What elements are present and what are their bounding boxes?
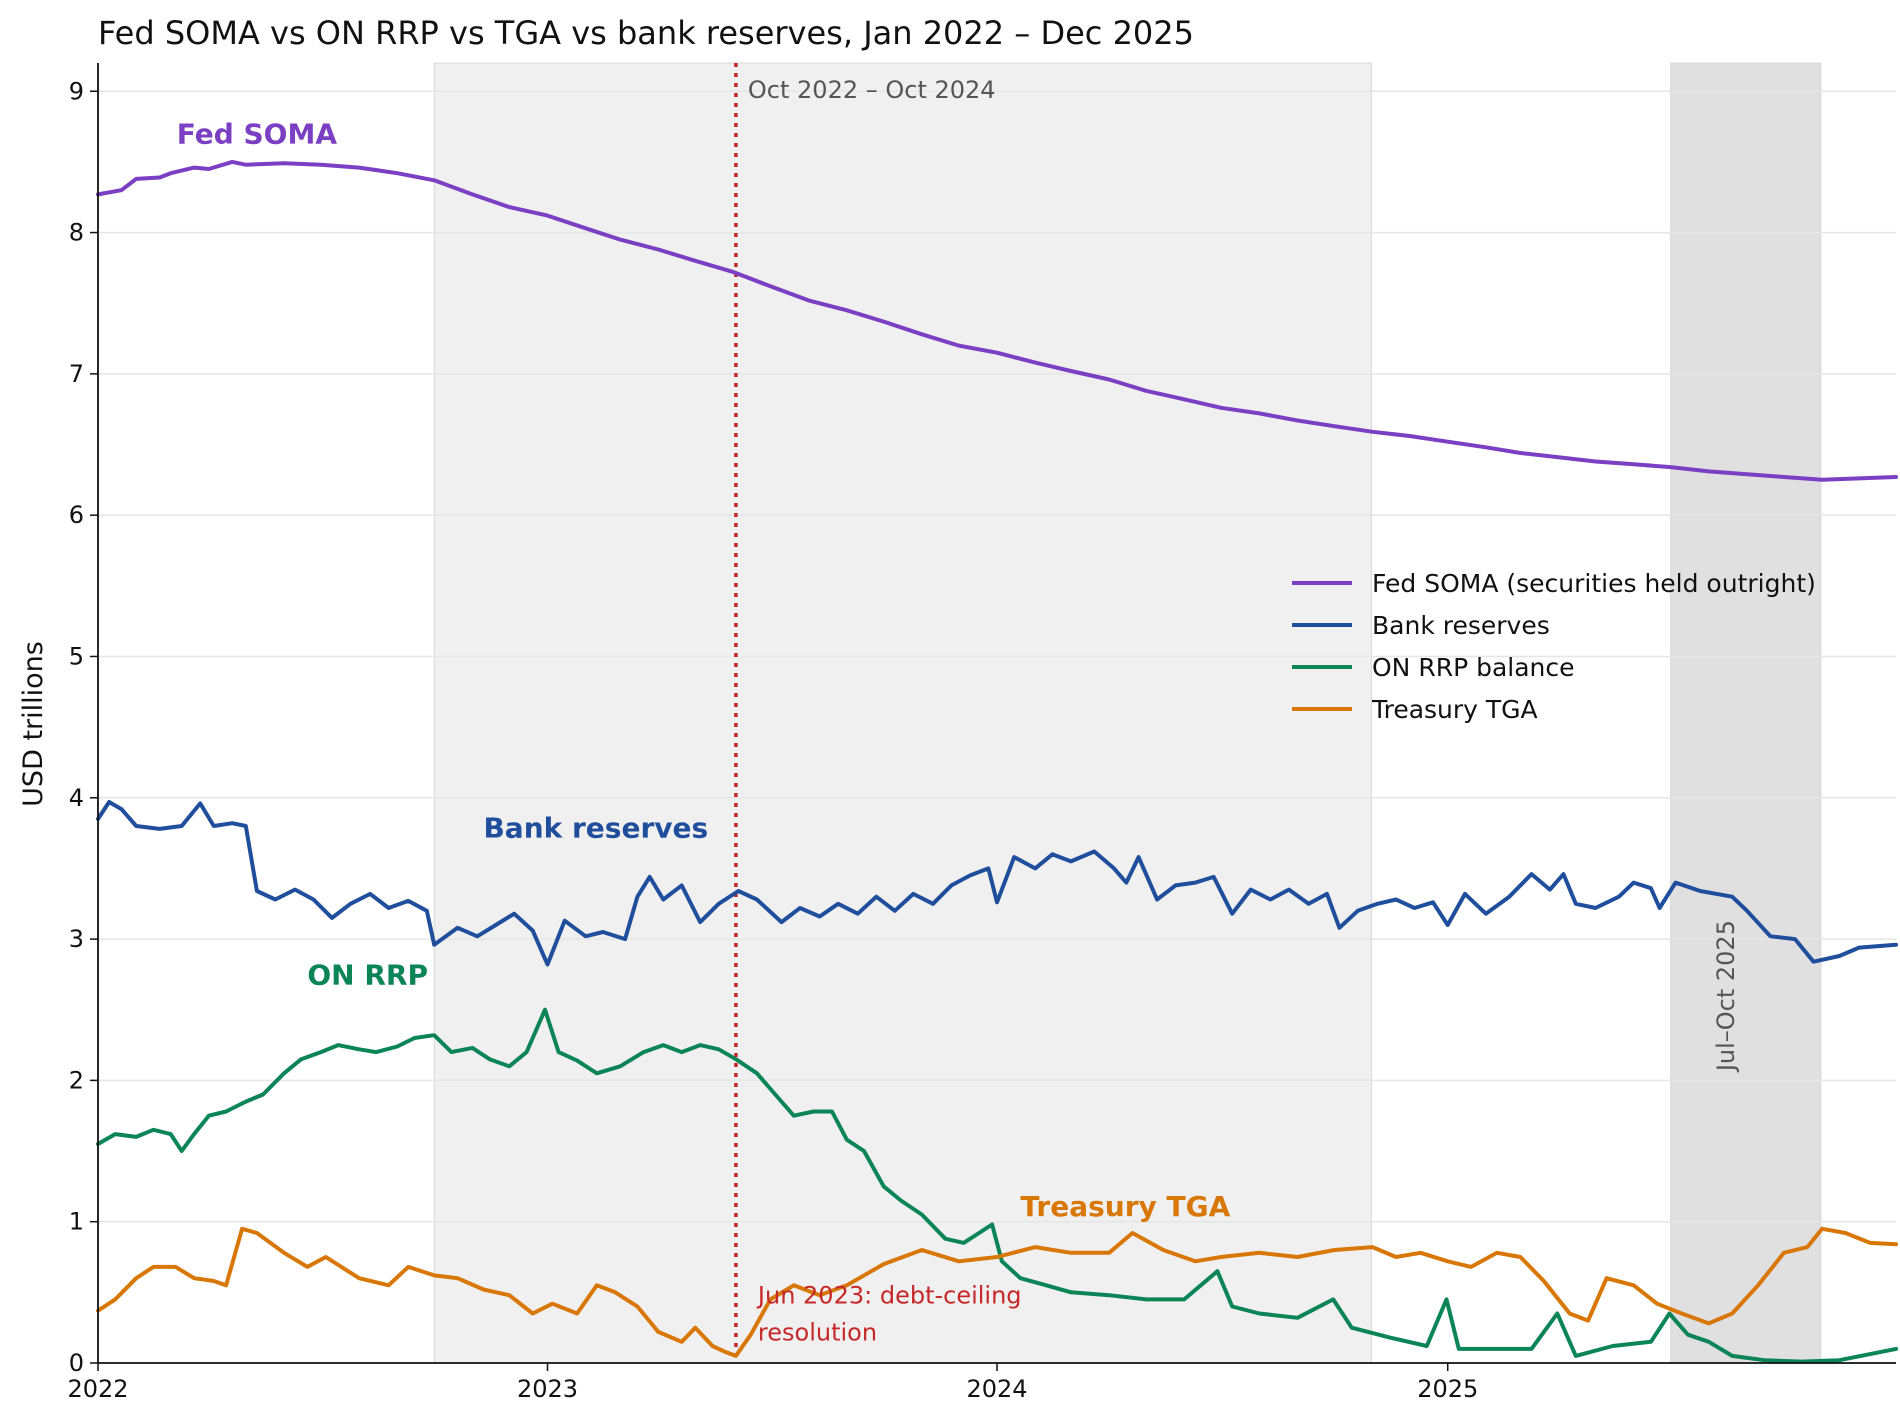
shaded-region-label-1: Oct 2022 – Oct 2024 [748,76,996,104]
legend: Fed SOMA (securities held outright) Bank … [1292,569,1816,724]
chart-labels: Fed SOMA Bank reserves ON RRP Treasury TGA O… [177,76,1740,1346]
y-tick-label: 8 [69,219,84,247]
x-tick-label: 2025 [1417,1375,1478,1403]
y-tick-label: 6 [69,501,84,529]
chart-title: Fed SOMA vs ON RRP vs TGA vs bank reserv… [98,14,1194,52]
shaded-region-1 [433,62,1372,1364]
y-tick-label: 1 [69,1208,84,1236]
series-line-4 [96,1226,1898,1358]
shaded-regions [433,62,1822,1364]
y-axis-label: USD trillions [18,641,49,807]
annotation-line-1: Jun 2023: debt-ceiling [756,1282,1022,1310]
y-tick-label: 7 [69,360,84,388]
series-line-3 [96,1007,1898,1364]
y-tick-label: 2 [69,1066,84,1094]
x-tick-label: 2024 [966,1375,1027,1403]
series-line-1 [96,159,1898,482]
x-tick-label: 2022 [67,1375,128,1403]
series-line-2 [96,800,1898,967]
axes: 0 1 2 3 4 5 6 7 8 9 2022 2023 2024 2025 [67,63,1896,1403]
series-label-4: Treasury TGA [1020,1190,1230,1223]
y-tick-label: 0 [69,1349,84,1377]
legend-entry-1: Fed SOMA (securities held outright) [1372,569,1816,598]
y-tick-label: 5 [69,642,84,670]
series-label-1: Fed SOMA [177,118,338,151]
legend-entry-3: ON RRP balance [1372,653,1575,682]
legend-entry-4: Treasury TGA [1371,695,1538,724]
series-lines [96,159,1898,1364]
y-tick-label: 9 [69,77,84,105]
series-label-3: ON RRP [307,958,428,991]
annotation-line-2: resolution [758,1318,877,1346]
y-tick-label: 4 [69,784,84,812]
series-label-2: Bank reserves [483,811,708,844]
shaded-region-2 [1670,62,1822,1364]
shaded-region-label-2: Jul–Oct 2025 [1712,920,1740,1073]
x-tick-label: 2023 [517,1375,578,1403]
y-tick-label: 3 [69,925,84,953]
legend-entry-2: Bank reserves [1372,611,1550,640]
